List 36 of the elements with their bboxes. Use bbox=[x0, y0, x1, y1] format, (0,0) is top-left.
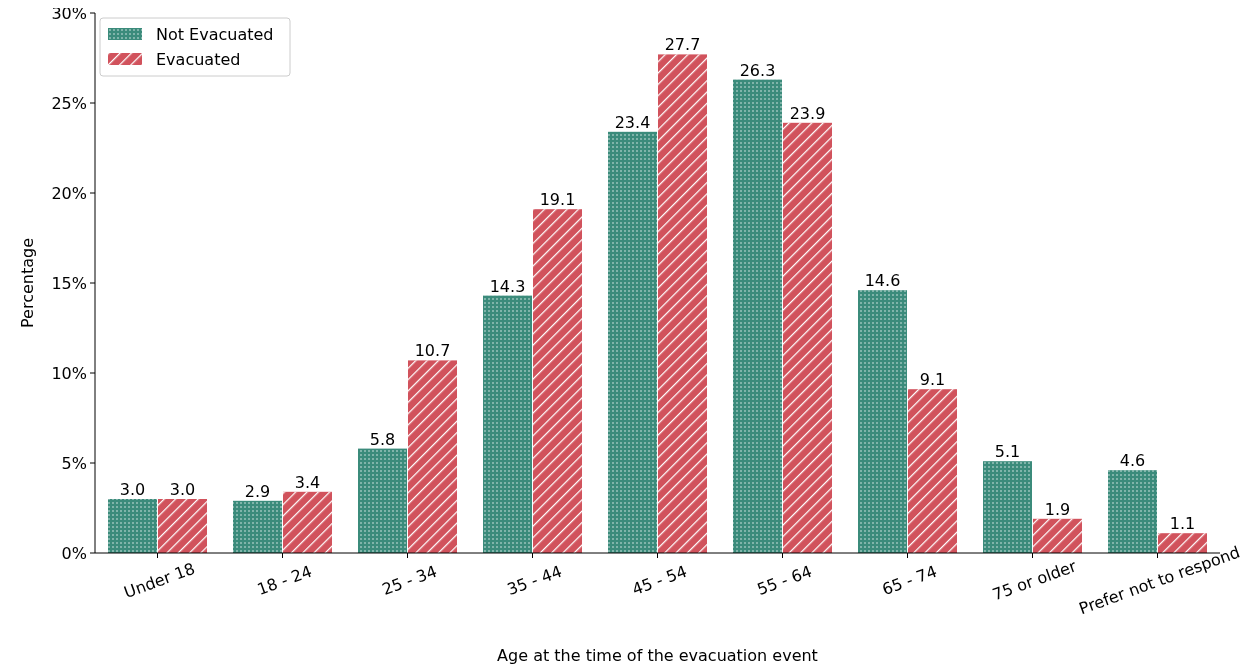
x-axis-title: Age at the time of the evacuation event bbox=[497, 646, 818, 665]
data-label: 9.1 bbox=[919, 370, 946, 390]
x-tick-label: 55 - 64 bbox=[754, 561, 815, 599]
x-tick-label: 18 - 24 bbox=[254, 561, 315, 599]
x-tick-label: 75 or older bbox=[989, 556, 1080, 605]
data-label: 19.1 bbox=[539, 190, 576, 210]
data-label: 4.6 bbox=[1119, 451, 1146, 471]
data-label: 27.7 bbox=[664, 35, 701, 55]
x-tick-label: 25 - 34 bbox=[379, 561, 440, 599]
legend-label: Not Evacuated bbox=[156, 24, 274, 44]
x-tick-label: 45 - 54 bbox=[629, 561, 690, 599]
y-tick-label: 20% bbox=[51, 183, 87, 203]
data-label: 1.9 bbox=[1044, 499, 1071, 519]
data-label: 3.0 bbox=[119, 480, 146, 499]
y-axis-title: Percentage bbox=[18, 237, 37, 329]
y-tick-label: 5% bbox=[61, 453, 87, 473]
x-tick-label: Under 18 bbox=[121, 558, 198, 602]
data-label: 26.3 bbox=[739, 60, 776, 80]
data-label: 3.0 bbox=[169, 480, 196, 499]
data-label: 5.8 bbox=[369, 429, 396, 449]
data-label: 5.1 bbox=[994, 442, 1021, 462]
y-tick-label: 0% bbox=[61, 543, 87, 563]
y-tick-label: 25% bbox=[51, 93, 87, 113]
y-tick-label: 10% bbox=[51, 363, 87, 383]
data-label: 3.4 bbox=[294, 472, 321, 492]
data-label: 10.7 bbox=[414, 341, 451, 361]
data-label: 23.4 bbox=[614, 112, 651, 132]
data-label: 23.9 bbox=[789, 103, 826, 123]
data-label: 14.3 bbox=[489, 276, 526, 296]
data-label: 2.9 bbox=[244, 481, 271, 501]
legend-label: Evacuated bbox=[156, 49, 241, 69]
y-tick-label: 15% bbox=[51, 273, 87, 293]
x-tick-label: 65 - 74 bbox=[879, 561, 940, 599]
x-tick-label: 35 - 44 bbox=[504, 561, 565, 599]
data-label: 1.1 bbox=[1169, 514, 1196, 534]
data-label: 14.6 bbox=[864, 271, 901, 291]
